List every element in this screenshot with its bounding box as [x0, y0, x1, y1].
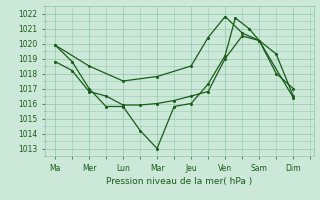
X-axis label: Pression niveau de la mer( hPa ): Pression niveau de la mer( hPa ) [106, 177, 252, 186]
